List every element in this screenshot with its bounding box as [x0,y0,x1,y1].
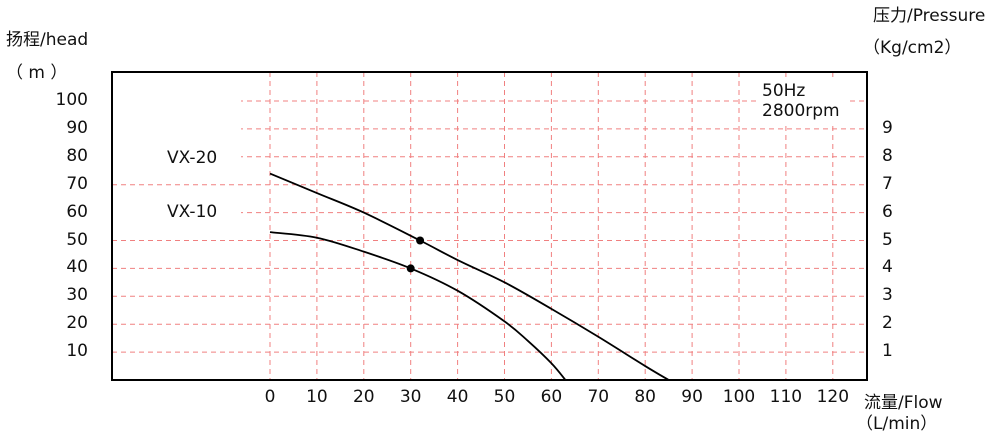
series-label-vx20: VX-20 [165,148,220,168]
x-axis-unit: （L/min） [856,414,938,434]
y-tick-label: 60 [66,201,88,222]
y-tick-label: 10 [66,341,88,362]
label-mask [113,95,241,135]
y2-tick-label: 2 [882,313,893,334]
x-tick-label: 30 [399,387,422,407]
y-tick-label: 90 [66,117,88,138]
series-label-vx10: VX-10 [165,202,220,222]
x-tick-label: 20 [352,387,375,407]
x-tick-label: 110 [769,387,803,407]
y2-tick-label: 1 [882,341,893,362]
x-axis-title: 流量/Flow [864,393,943,413]
y-axis-title: 扬程/head [6,30,89,50]
x-tick-label: 120 [816,387,850,407]
y-tick-label: 50 [66,229,88,250]
y-axis-unit: （ m ） [6,63,68,83]
annotation-speed: 2800rpm [762,100,840,121]
plot-frame [111,71,868,381]
series-line-vx20 [269,172,670,381]
y2-axis-title: 压力/Pressure [873,6,986,26]
grid [112,72,867,380]
y2-tick-label: 6 [882,201,893,222]
series-line-vx10 [269,231,567,381]
x-tick-label: 50 [493,387,516,407]
x-tick-label: 0 [264,387,276,407]
series-marker-vx20 [416,236,425,245]
series-marker-vx10 [406,264,415,273]
y-tick-label: 20 [66,313,88,334]
y2-tick-label: 4 [882,257,893,278]
annotation: 50Hz 2800rpm [760,80,846,124]
y-tick-label: 40 [66,257,88,278]
x-tick-label: 100 [722,387,756,407]
x-tick-label: 60 [540,387,563,407]
y-tick-label: 70 [66,173,88,194]
x-tick-label: 10 [306,387,328,407]
y2-tick-label: 5 [882,229,893,250]
y2-tick-label: 9 [882,117,893,138]
y2-axis-unit: （Kg/cm2） [863,38,962,58]
y2-tick-label: 8 [882,145,893,166]
x-tick-label: 40 [446,387,469,407]
x-tick-label: 90 [681,387,703,407]
y-tick-label: 80 [66,145,88,166]
y2-tick-label: 3 [882,285,893,306]
y-tick-label: 30 [66,285,88,306]
y-tick-label: 100 [55,90,88,110]
curves [269,172,670,381]
y2-tick-label: 7 [882,173,893,194]
x-tick-label: 70 [587,387,610,407]
x-tick-label: 80 [634,387,656,407]
annotation-frequency: 50Hz [762,81,806,101]
